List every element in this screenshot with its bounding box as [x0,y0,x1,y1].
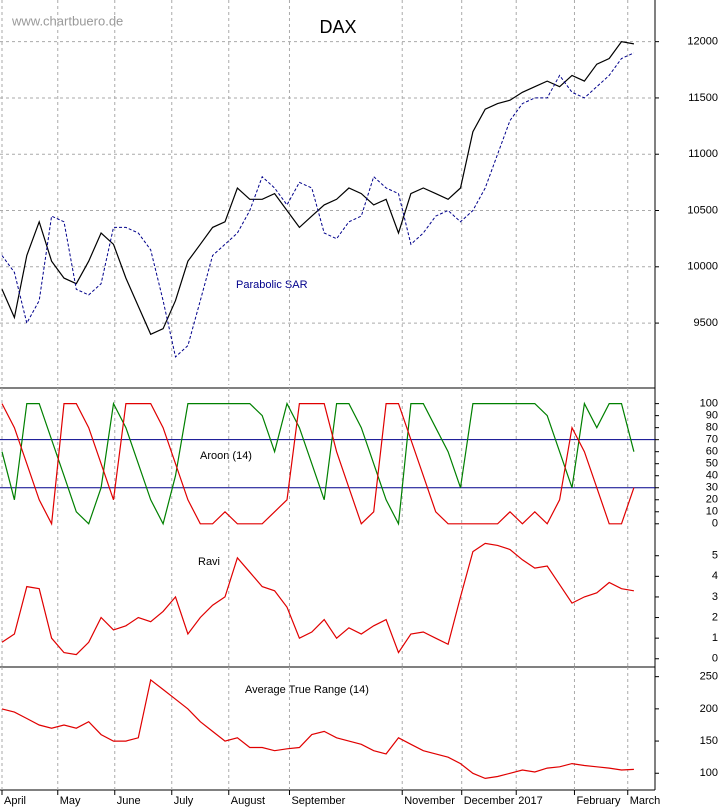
y-tick-label: 80 [706,422,718,434]
y-tick-label: 50 [706,458,718,470]
y-tick-label: 0 [712,518,718,530]
series-line [1,678,634,780]
x-tick-label: September [291,795,345,807]
series-line [1,52,635,358]
y-tick-label: 10000 [687,261,718,273]
y-tick-label: 3 [712,591,718,603]
y-tick-label: 11500 [688,92,718,104]
x-tick-label: 2017 [518,795,542,807]
y-tick-label: 2 [712,611,718,623]
y-tick-label: 12000 [687,36,718,48]
panel-title: Ravi [198,556,220,568]
y-tick-label: 10 [706,506,718,518]
y-tick-label: 30 [706,482,718,494]
y-tick-label: 250 [700,671,718,683]
y-tick-label: 100 [700,767,718,779]
y-tick-label: 10500 [687,204,718,216]
x-tick-label: August [231,795,265,807]
watermark: www.chartbuero.de [11,13,123,28]
y-tick-label: 0 [712,653,718,665]
y-tick-label: 200 [700,703,718,715]
y-tick-label: 100 [700,398,718,410]
y-tick-label: 1 [712,632,718,644]
y-tick-label: 5 [712,550,718,562]
x-tick-label: December [464,795,515,807]
y-tick-label: 40 [706,470,718,482]
panel-title: Aroon (14) [200,450,252,462]
x-tick-label: May [60,795,81,807]
y-tick-label: 9500 [694,317,718,329]
x-tick-label: June [117,795,141,807]
x-tick-label: April [4,795,26,807]
x-tick-label: February [576,795,621,807]
series-line [1,542,635,656]
y-tick-label: 4 [712,570,718,582]
x-tick-label: July [174,795,194,807]
y-tick-label: 90 [706,410,718,422]
series-line [1,401,635,526]
y-tick-label: 70 [706,434,718,446]
x-tick-label: March [630,795,661,807]
y-tick-label: 20 [706,494,718,506]
series-line [1,403,635,526]
x-tick-label: November [404,795,455,807]
chart-title: DAX [319,17,356,37]
y-tick-label: 60 [706,446,718,458]
y-tick-label: 150 [700,735,718,747]
series-label: Parabolic SAR [236,279,308,291]
panel-title: Average True Range (14) [245,684,369,696]
y-tick-label: 11000 [688,148,718,160]
